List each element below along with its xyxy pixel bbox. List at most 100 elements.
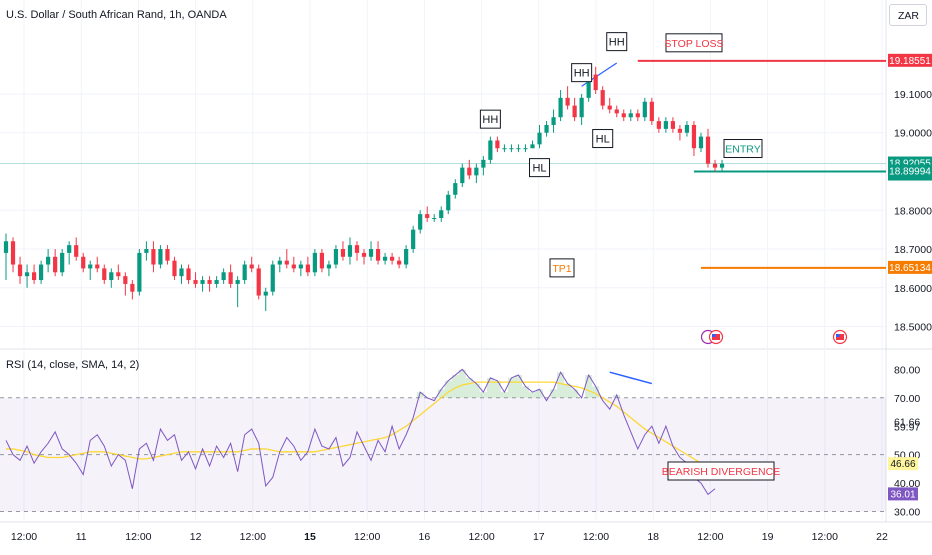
candle[interactable] — [116, 264, 121, 281]
candle[interactable] — [291, 256, 296, 273]
candle[interactable] — [81, 252, 86, 273]
candle[interactable] — [502, 144, 507, 153]
candle[interactable] — [158, 245, 163, 269]
candle[interactable] — [186, 264, 191, 284]
candle[interactable] — [474, 163, 479, 184]
candle[interactable] — [333, 245, 339, 269]
candle[interactable] — [102, 264, 107, 284]
candle[interactable] — [263, 287, 268, 312]
candle[interactable] — [481, 155, 486, 176]
candle[interactable] — [277, 256, 282, 273]
candle[interactable] — [3, 233, 9, 281]
candle[interactable] — [516, 144, 521, 153]
candle[interactable] — [642, 97, 647, 122]
candles[interactable] — [3, 66, 725, 312]
candle[interactable] — [298, 260, 303, 277]
candle[interactable] — [305, 256, 310, 277]
candle[interactable] — [439, 206, 444, 222]
candle[interactable] — [165, 245, 170, 265]
candle[interactable] — [579, 93, 584, 125]
candle[interactable] — [31, 264, 37, 284]
candle[interactable] — [537, 124, 542, 149]
candle[interactable] — [684, 121, 690, 137]
candle[interactable] — [53, 249, 58, 277]
candle[interactable] — [24, 264, 30, 288]
candle[interactable] — [635, 109, 640, 122]
candle[interactable] — [95, 256, 100, 273]
candle[interactable] — [390, 252, 395, 265]
candle[interactable] — [495, 136, 500, 153]
candle[interactable] — [151, 241, 156, 273]
candle[interactable] — [572, 97, 577, 122]
candle[interactable] — [712, 159, 718, 172]
candle[interactable] — [242, 260, 247, 284]
candle[interactable] — [565, 86, 570, 110]
candle[interactable] — [130, 280, 135, 300]
candle[interactable] — [558, 90, 563, 122]
candle[interactable] — [361, 249, 367, 265]
candle[interactable] — [432, 214, 437, 222]
candle[interactable] — [214, 276, 219, 288]
candle[interactable] — [207, 276, 212, 292]
candle[interactable] — [453, 179, 458, 199]
candle[interactable] — [467, 159, 472, 180]
candle[interactable] — [621, 109, 626, 122]
candle[interactable] — [249, 256, 254, 273]
candle[interactable] — [123, 272, 128, 296]
candle[interactable] — [670, 117, 675, 133]
candle[interactable] — [663, 117, 668, 133]
candle[interactable] — [137, 249, 142, 296]
candle[interactable] — [347, 237, 353, 265]
candle[interactable] — [614, 105, 619, 118]
candle[interactable] — [179, 264, 184, 284]
candle[interactable] — [551, 109, 556, 133]
currency-button[interactable]: ZAR — [889, 4, 927, 26]
candle[interactable] — [382, 252, 388, 265]
candle[interactable] — [600, 86, 605, 110]
candle[interactable] — [144, 241, 149, 261]
candle[interactable] — [411, 225, 416, 253]
candle[interactable] — [523, 144, 528, 153]
candle[interactable] — [368, 241, 374, 261]
candle[interactable] — [530, 140, 535, 149]
candle[interactable] — [46, 249, 51, 273]
candle[interactable] — [607, 97, 612, 114]
candle[interactable] — [172, 256, 177, 281]
candle[interactable] — [10, 237, 16, 273]
candle[interactable] — [228, 264, 233, 288]
candle[interactable] — [109, 268, 114, 288]
candle[interactable] — [649, 97, 654, 125]
candle[interactable] — [270, 260, 275, 296]
rsi-pane[interactable] — [0, 368, 886, 512]
candle[interactable] — [88, 260, 93, 281]
candle[interactable] — [17, 256, 23, 284]
candle[interactable] — [698, 132, 704, 153]
candle[interactable] — [509, 144, 514, 153]
candle[interactable] — [200, 276, 205, 292]
candle[interactable] — [705, 128, 711, 168]
candle[interactable] — [326, 260, 332, 277]
candle[interactable] — [74, 237, 79, 261]
candle[interactable] — [354, 241, 360, 261]
candle[interactable] — [39, 260, 44, 284]
candle[interactable] — [418, 210, 423, 234]
candle[interactable] — [460, 163, 465, 187]
candle[interactable] — [256, 264, 261, 300]
candle[interactable] — [221, 268, 226, 284]
candle[interactable] — [593, 66, 598, 94]
candle[interactable] — [425, 206, 430, 222]
candle[interactable] — [488, 136, 493, 164]
candle[interactable] — [719, 159, 725, 172]
candle[interactable] — [404, 245, 409, 269]
candle[interactable] — [397, 256, 402, 269]
candle[interactable] — [284, 249, 289, 269]
candle[interactable] — [691, 121, 697, 156]
candle[interactable] — [319, 249, 324, 273]
candle[interactable] — [235, 276, 240, 308]
candle[interactable] — [544, 121, 549, 137]
candle[interactable] — [656, 117, 661, 133]
candle[interactable] — [67, 241, 72, 265]
candle[interactable] — [193, 272, 198, 288]
